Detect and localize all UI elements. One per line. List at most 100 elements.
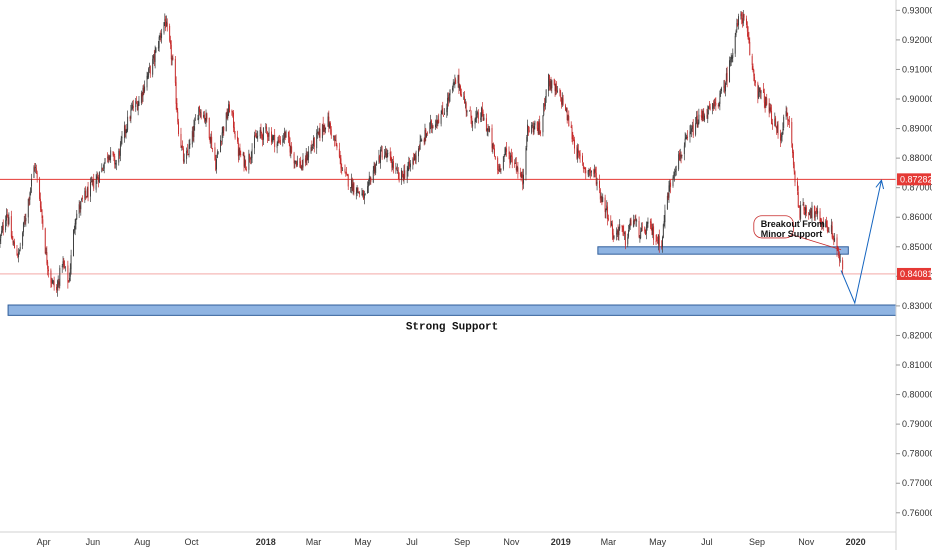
candle-body xyxy=(216,159,217,169)
candle-body xyxy=(806,207,807,213)
candle-body xyxy=(227,112,228,119)
candle-body xyxy=(13,243,14,244)
candle-body xyxy=(233,112,234,127)
candle-body xyxy=(188,154,189,155)
candle-body xyxy=(105,158,106,163)
candle-body xyxy=(273,135,274,136)
candle-body xyxy=(517,167,518,170)
candle-body xyxy=(715,102,716,103)
candle-body xyxy=(605,198,606,212)
candle-body xyxy=(685,139,686,146)
candle-body xyxy=(566,108,567,111)
candle-body xyxy=(634,220,635,222)
candle-body xyxy=(690,131,691,132)
candle-body xyxy=(87,189,88,198)
strong-support-zone xyxy=(8,305,896,315)
price-tick-label: 0.80000 xyxy=(902,390,932,400)
candle-body xyxy=(107,158,108,159)
candle-body xyxy=(719,93,720,103)
candle-body xyxy=(17,249,18,255)
candle-body xyxy=(673,175,674,176)
price-axis[interactable]: 0.760000.770000.780000.790000.800000.810… xyxy=(896,0,932,550)
candle-body xyxy=(702,111,703,119)
candle-body xyxy=(261,134,262,135)
candle-body xyxy=(22,233,23,246)
callout-text: Breakout From xyxy=(761,219,825,229)
candle-body xyxy=(194,121,195,125)
candle-body xyxy=(675,170,676,171)
candle-body xyxy=(435,125,436,128)
candle-body xyxy=(306,153,307,163)
candle-body xyxy=(401,170,402,180)
candle-body xyxy=(805,207,806,214)
candle-body xyxy=(574,140,575,149)
candle-body xyxy=(658,235,659,245)
candle-body xyxy=(387,153,388,154)
candle-body xyxy=(738,16,739,25)
candle-body xyxy=(438,119,439,123)
candle-body xyxy=(86,196,87,197)
candle-body xyxy=(374,166,375,171)
candle-body xyxy=(80,205,81,209)
candle-body xyxy=(639,237,640,239)
candle-body xyxy=(839,255,840,260)
candle-body xyxy=(764,93,765,103)
candle-body xyxy=(345,173,346,174)
candle-body xyxy=(340,158,341,168)
candle-body xyxy=(746,19,747,25)
candle-body xyxy=(679,153,680,160)
candle-body xyxy=(470,110,471,111)
candle-body xyxy=(743,15,744,24)
candle-body xyxy=(840,260,841,261)
candle-body xyxy=(133,106,134,108)
candle-body xyxy=(88,187,89,197)
candle-body xyxy=(512,156,513,162)
candle-body xyxy=(267,132,268,136)
candle-body xyxy=(775,118,776,126)
candle-body xyxy=(695,123,696,135)
candle-body xyxy=(720,91,721,94)
candle-body xyxy=(787,117,788,121)
candle-body xyxy=(707,110,708,119)
candle-body xyxy=(104,163,105,169)
candle-body xyxy=(732,53,733,58)
candle-body xyxy=(834,238,835,241)
candle-body xyxy=(189,144,190,155)
candle-body xyxy=(62,266,63,267)
candle-body xyxy=(280,140,281,144)
candle-body xyxy=(521,173,522,178)
candle-body xyxy=(3,225,4,230)
candle-body xyxy=(706,115,707,118)
candle-body xyxy=(471,118,472,125)
candle-body xyxy=(172,58,173,59)
candle-body xyxy=(617,231,618,233)
candle-body xyxy=(549,75,550,86)
candle-body xyxy=(93,180,94,188)
candle-body xyxy=(199,106,200,112)
candle-body xyxy=(41,207,42,210)
candle-body xyxy=(14,242,15,249)
candle-body xyxy=(312,147,313,148)
candle-body xyxy=(797,182,798,191)
candle-body xyxy=(403,176,404,180)
candle-body xyxy=(469,111,470,112)
candle-body xyxy=(325,128,326,130)
candle-body xyxy=(274,135,275,147)
candle-body xyxy=(413,158,414,160)
candle-body xyxy=(387,153,388,158)
candle-body xyxy=(8,217,9,224)
candle-body xyxy=(606,209,607,212)
candle-body xyxy=(229,104,230,112)
callout-text: Minor Support xyxy=(761,229,823,239)
candle-body xyxy=(290,147,291,153)
candle-body xyxy=(718,105,719,106)
candle-body xyxy=(70,268,71,276)
candle-body xyxy=(681,155,682,157)
candle-body xyxy=(391,156,392,163)
candle-body xyxy=(385,151,386,155)
candle-body xyxy=(831,225,832,232)
